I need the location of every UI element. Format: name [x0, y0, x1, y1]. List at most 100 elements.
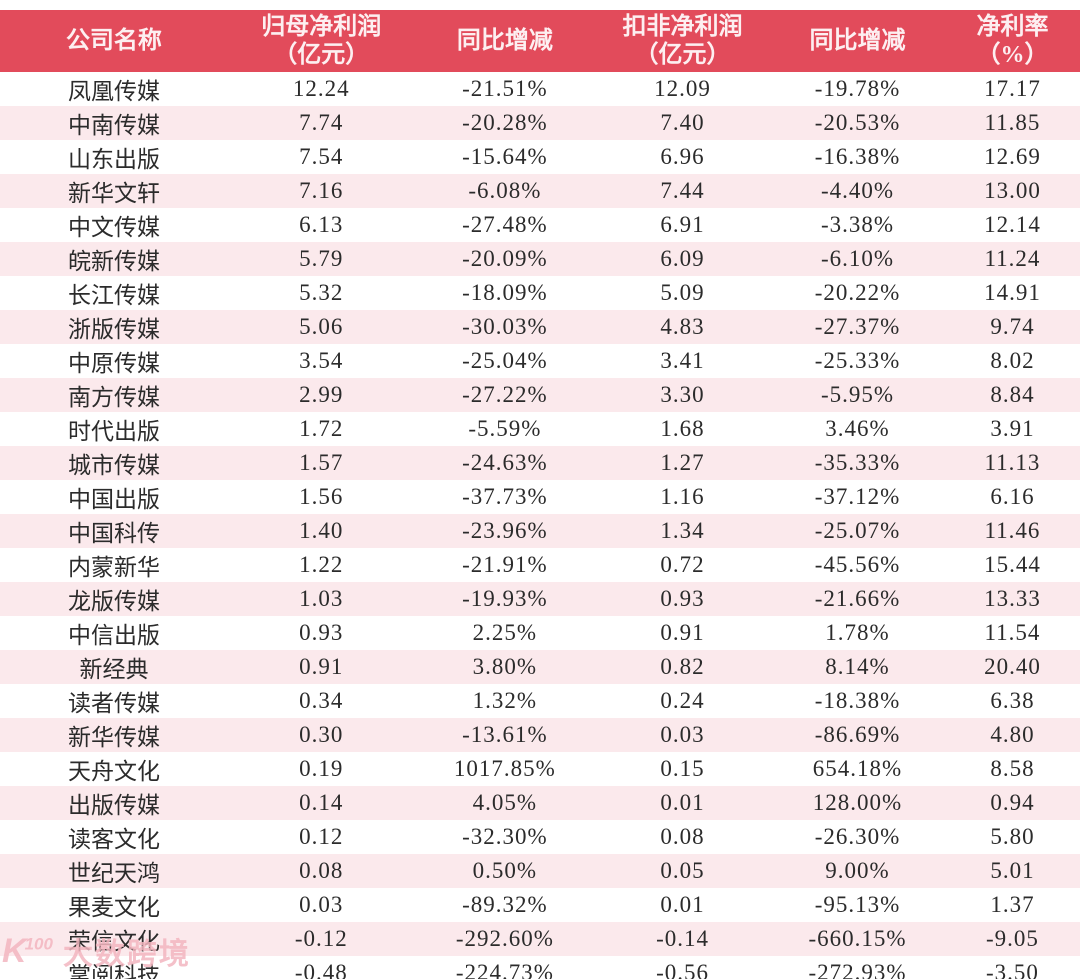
- table-row: 出版传媒 0.14 4.05% 0.01 128.00% 0.94: [0, 786, 1080, 820]
- company-name-cell: 城市传媒: [67, 453, 160, 478]
- value-cell-yoy_nongaap: -95.13%: [814, 892, 901, 917]
- value-cell-net_margin: 8.84: [990, 382, 1035, 407]
- value-cell-yoy_nongaap: 8.14%: [825, 654, 890, 679]
- value-cell-net_profit: 0.03: [299, 892, 344, 917]
- value-cell-yoy_net: -19.93%: [462, 586, 548, 611]
- value-cell-net_profit: 12.24: [292, 76, 350, 101]
- company-name-cell: 中文传媒: [67, 215, 160, 240]
- value-cell-net_margin: 0.94: [990, 790, 1035, 815]
- value-cell-yoy_net: -6.08%: [468, 178, 542, 203]
- company-name-cell: 天舟文化: [67, 759, 160, 784]
- value-cell-non_gaap: 6.96: [660, 144, 705, 169]
- value-cell-yoy_nongaap: -19.78%: [814, 76, 901, 101]
- table-row: 凤凰传媒 12.24 -21.51% 12.09 -19.78% 17.17: [0, 72, 1080, 106]
- value-cell-non_gaap: 3.41: [660, 348, 705, 373]
- value-cell-net_margin: 20.40: [984, 654, 1041, 679]
- value-cell-non_gaap: 0.82: [660, 654, 705, 679]
- value-cell-net_margin: 5.80: [990, 824, 1035, 849]
- value-cell-yoy_net: -5.59%: [468, 416, 542, 441]
- company-name-cell: 山东出版: [67, 147, 160, 172]
- value-cell-yoy_nongaap: -6.10%: [820, 246, 895, 271]
- value-cell-yoy_nongaap: -26.30%: [814, 824, 901, 849]
- value-cell-yoy_net: 3.80%: [472, 654, 538, 679]
- value-cell-yoy_nongaap: 128.00%: [812, 790, 903, 815]
- company-name-cell: 读客文化: [67, 827, 160, 852]
- table-row: 掌阅科技 -0.48 -224.73% -0.56 -272.93% -3.50: [0, 956, 1080, 979]
- company-name-cell: 荣信文化: [67, 929, 160, 954]
- table-row: 天舟文化 0.19 1017.85% 0.15 654.18% 8.58: [0, 752, 1080, 786]
- value-cell-net_profit: 7.74: [299, 110, 344, 135]
- value-cell-yoy_net: -25.04%: [462, 348, 548, 373]
- value-cell-yoy_net: -89.32%: [462, 892, 548, 917]
- table-row: 新华传媒 0.30 -13.61% 0.03 -86.69% 4.80: [0, 718, 1080, 752]
- value-cell-yoy_nongaap: -86.69%: [814, 722, 901, 747]
- value-cell-net_margin: 11.13: [984, 450, 1041, 475]
- value-cell-yoy_nongaap: 9.00%: [825, 858, 890, 883]
- column-header-yoy_nongaap: 同比增减: [770, 10, 945, 72]
- value-cell-yoy_nongaap: 3.46%: [825, 416, 890, 441]
- value-cell-non_gaap: 6.09: [660, 246, 705, 271]
- value-cell-net_margin: 8.02: [990, 348, 1035, 373]
- column-header-net_profit: 归母净利润 （亿元）: [227, 10, 415, 72]
- value-cell-yoy_net: 2.25%: [472, 620, 538, 645]
- value-cell-net_margin: 17.17: [984, 76, 1041, 101]
- table-row: 新经典 0.91 3.80% 0.82 8.14% 20.40: [0, 650, 1080, 684]
- value-cell-non_gaap: 0.05: [660, 858, 705, 883]
- company-name-cell: 新华文轩: [67, 181, 160, 206]
- table-row: 中原传媒 3.54 -25.04% 3.41 -25.33% 8.02: [0, 344, 1080, 378]
- value-cell-net_margin: 11.54: [984, 620, 1041, 645]
- value-cell-non_gaap: 1.16: [660, 484, 705, 509]
- value-cell-yoy_nongaap: -16.38%: [814, 144, 901, 169]
- company-name-cell: 世纪天鸿: [67, 861, 160, 886]
- table-row: 龙版传媒 1.03 -19.93% 0.93 -21.66% 13.33: [0, 582, 1080, 616]
- value-cell-yoy_net: 1.32%: [472, 688, 538, 713]
- value-cell-yoy_net: -20.09%: [462, 246, 548, 271]
- value-cell-yoy_net: -21.51%: [462, 76, 548, 101]
- value-cell-net_margin: 3.91: [990, 416, 1035, 441]
- company-name-cell: 果麦文化: [67, 895, 160, 920]
- value-cell-net_profit: 0.14: [299, 790, 344, 815]
- value-cell-net_margin: 12.14: [984, 212, 1041, 237]
- value-cell-yoy_net: -30.03%: [462, 314, 548, 339]
- value-cell-non_gaap: 1.34: [660, 518, 705, 543]
- value-cell-net_profit: -0.12: [294, 926, 348, 951]
- table-row: 新华文轩 7.16 -6.08% 7.44 -4.40% 13.00: [0, 174, 1080, 208]
- value-cell-yoy_nongaap: 654.18%: [812, 756, 903, 781]
- table-row: 中文传媒 6.13 -27.48% 6.91 -3.38% 12.14: [0, 208, 1080, 242]
- value-cell-net_profit: 1.22: [299, 552, 344, 577]
- value-cell-net_profit: 0.34: [299, 688, 344, 713]
- table-row: 中国科传 1.40 -23.96% 1.34 -25.07% 11.46: [0, 514, 1080, 548]
- value-cell-yoy_net: -27.48%: [462, 212, 548, 237]
- value-cell-net_margin: 11.24: [984, 246, 1041, 271]
- table-row: 皖新传媒 5.79 -20.09% 6.09 -6.10% 11.24: [0, 242, 1080, 276]
- value-cell-yoy_nongaap: -5.95%: [820, 382, 895, 407]
- value-cell-net_profit: 1.57: [299, 450, 344, 475]
- value-cell-net_margin: 1.37: [990, 892, 1035, 917]
- value-cell-net_profit: 0.12: [299, 824, 344, 849]
- company-name-cell: 新经典: [79, 657, 149, 682]
- value-cell-yoy_net: -292.60%: [455, 926, 554, 951]
- value-cell-non_gaap: 0.08: [660, 824, 705, 849]
- company-name-cell: 皖新传媒: [67, 249, 160, 274]
- table-row: 读客文化 0.12 -32.30% 0.08 -26.30% 5.80: [0, 820, 1080, 854]
- company-name-cell: 中南传媒: [67, 113, 160, 138]
- value-cell-yoy_net: -21.91%: [462, 552, 548, 577]
- value-cell-yoy_net: -15.64%: [462, 144, 548, 169]
- company-name-cell: 出版传媒: [67, 793, 160, 818]
- value-cell-net_profit: -0.48: [294, 960, 348, 979]
- table-row: 浙版传媒 5.06 -30.03% 4.83 -27.37% 9.74: [0, 310, 1080, 344]
- value-cell-non_gaap: 0.93: [660, 586, 705, 611]
- company-name-cell: 长江传媒: [67, 283, 160, 308]
- company-name-cell: 新华传媒: [67, 725, 160, 750]
- value-cell-net_profit: 1.56: [299, 484, 344, 509]
- value-cell-non_gaap: 0.15: [660, 756, 705, 781]
- value-cell-net_profit: 0.30: [299, 722, 344, 747]
- value-cell-net_profit: 0.91: [299, 654, 344, 679]
- value-cell-yoy_nongaap: -18.38%: [814, 688, 901, 713]
- value-cell-yoy_net: -27.22%: [462, 382, 548, 407]
- value-cell-yoy_nongaap: -25.33%: [814, 348, 901, 373]
- value-cell-non_gaap: 0.01: [660, 892, 705, 917]
- table-body: 凤凰传媒 12.24 -21.51% 12.09 -19.78% 17.17 中南传媒 7.7…: [0, 72, 1080, 979]
- value-cell-net_profit: 6.13: [299, 212, 344, 237]
